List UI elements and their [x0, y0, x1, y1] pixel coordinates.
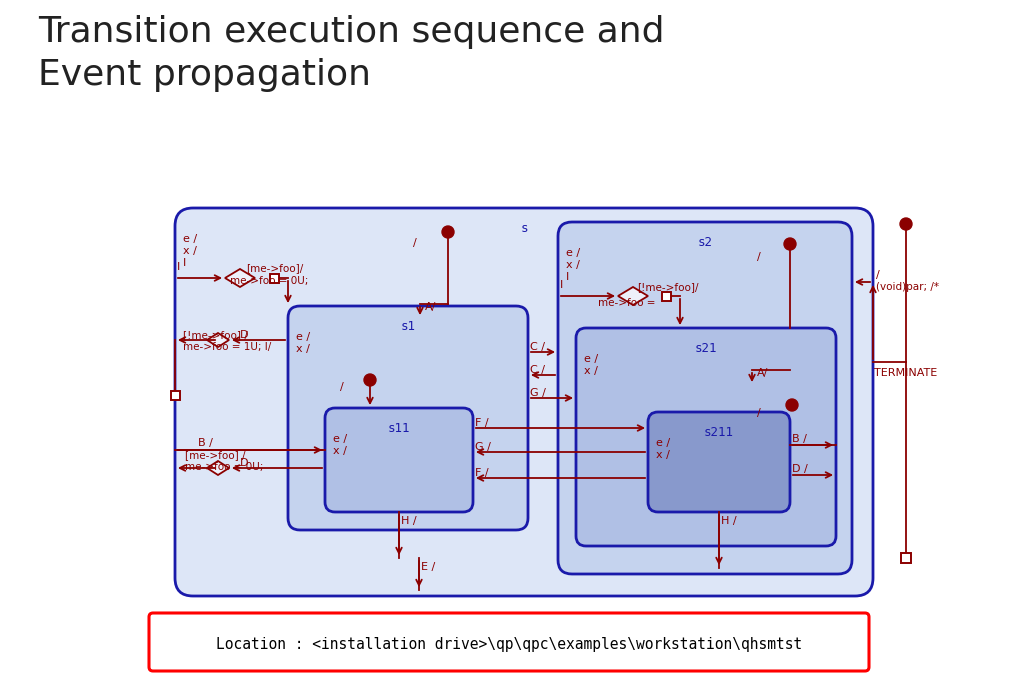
- Text: x /: x /: [656, 450, 670, 460]
- Text: me->foo = 0U;: me->foo = 0U;: [185, 462, 263, 472]
- Text: A/: A/: [425, 302, 436, 312]
- Text: H /: H /: [721, 516, 736, 526]
- Text: TERMINATE: TERMINATE: [874, 368, 938, 378]
- Text: /: /: [340, 382, 344, 392]
- Text: C /: C /: [530, 342, 545, 352]
- Text: H /: H /: [401, 516, 417, 526]
- Text: C /: C /: [530, 365, 545, 375]
- Text: s211: s211: [703, 426, 734, 439]
- Text: x /: x /: [584, 366, 598, 376]
- Text: x /: x /: [333, 446, 347, 456]
- Text: F /: F /: [476, 418, 489, 428]
- Text: I: I: [560, 280, 563, 290]
- Polygon shape: [207, 333, 229, 347]
- Text: F /: F /: [476, 468, 489, 478]
- Bar: [901, 553, 911, 563]
- Text: [!me->foo]/: [!me->foo]/: [637, 282, 698, 292]
- FancyBboxPatch shape: [325, 408, 473, 512]
- Text: /: /: [876, 270, 880, 280]
- Text: me->foo =: me->foo =: [598, 298, 655, 308]
- Text: /: /: [413, 238, 417, 248]
- Polygon shape: [225, 269, 255, 287]
- Text: e /: e /: [296, 332, 310, 342]
- Bar: [269, 273, 278, 282]
- Circle shape: [900, 218, 912, 230]
- Text: x /: x /: [566, 260, 580, 270]
- Text: e /: e /: [584, 354, 598, 364]
- Text: s11: s11: [388, 422, 410, 435]
- Text: x /: x /: [183, 246, 197, 256]
- Text: I: I: [566, 272, 569, 282]
- Text: Location : <installation drive>\qp\qpc\examples\workstation\qhsmtst: Location : <installation drive>\qp\qpc\e…: [216, 637, 802, 651]
- FancyBboxPatch shape: [558, 222, 852, 574]
- Circle shape: [786, 399, 798, 411]
- Text: D /: D /: [792, 464, 808, 474]
- Text: D: D: [240, 458, 249, 468]
- Text: s: s: [521, 222, 528, 235]
- Text: s2: s2: [697, 236, 713, 249]
- Text: /: /: [757, 252, 761, 262]
- Text: D: D: [240, 330, 249, 340]
- Text: x /: x /: [296, 344, 310, 354]
- Text: me->foo = 1U; I/: me->foo = 1U; I/: [183, 342, 271, 352]
- Text: Transition execution sequence and: Transition execution sequence and: [38, 15, 664, 49]
- Text: G /: G /: [530, 388, 546, 398]
- Text: G /: G /: [476, 442, 491, 452]
- Text: I: I: [177, 262, 181, 272]
- Text: e /: e /: [183, 234, 197, 244]
- Circle shape: [364, 374, 376, 386]
- Text: E /: E /: [421, 562, 435, 572]
- Bar: [661, 291, 671, 301]
- FancyBboxPatch shape: [175, 208, 873, 596]
- FancyBboxPatch shape: [648, 412, 790, 512]
- Bar: [170, 391, 180, 400]
- FancyBboxPatch shape: [576, 328, 836, 546]
- Text: B /: B /: [792, 434, 807, 444]
- Text: [me->foo] /: [me->foo] /: [185, 450, 245, 460]
- Text: (void)par; /*: (void)par; /*: [876, 282, 939, 292]
- Text: A/: A/: [757, 368, 768, 378]
- Circle shape: [784, 238, 796, 250]
- Text: /: /: [757, 408, 761, 418]
- Text: B /: B /: [198, 438, 213, 448]
- Text: e /: e /: [333, 434, 347, 444]
- Text: e /: e /: [656, 438, 671, 448]
- FancyBboxPatch shape: [288, 306, 528, 530]
- FancyBboxPatch shape: [149, 613, 869, 671]
- Text: [!me->foo] /: [!me->foo] /: [183, 330, 248, 340]
- Text: s1: s1: [401, 320, 416, 333]
- Text: [me->foo]/: [me->foo]/: [246, 263, 303, 273]
- Text: Event propagation: Event propagation: [38, 58, 371, 92]
- Text: e /: e /: [566, 248, 580, 258]
- Polygon shape: [618, 287, 648, 305]
- Polygon shape: [207, 461, 229, 475]
- Text: I: I: [183, 258, 186, 268]
- Text: s21: s21: [694, 342, 717, 355]
- Text: me->foo = 0U;: me->foo = 0U;: [230, 276, 308, 286]
- Circle shape: [442, 226, 454, 238]
